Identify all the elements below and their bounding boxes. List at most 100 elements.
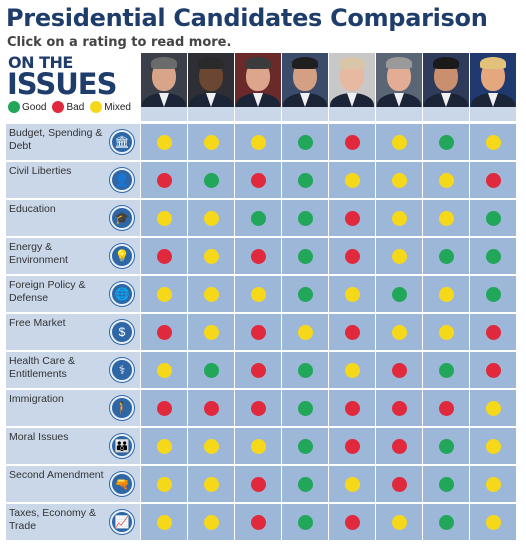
rating-bad-dot[interactable]	[344, 248, 360, 264]
rating-cell[interactable]	[235, 390, 281, 426]
rating-cell[interactable]	[141, 352, 187, 388]
rating-cell[interactable]	[282, 162, 328, 198]
rating-cell[interactable]	[423, 162, 469, 198]
rating-good-dot[interactable]	[297, 172, 313, 188]
rating-mixed-dot[interactable]	[438, 172, 454, 188]
rating-mixed-dot[interactable]	[250, 438, 266, 454]
rating-good-dot[interactable]	[297, 476, 313, 492]
rating-cell[interactable]	[376, 238, 422, 274]
rating-mixed-dot[interactable]	[156, 362, 172, 378]
rating-cell[interactable]	[470, 428, 516, 464]
rating-cell[interactable]	[376, 390, 422, 426]
rating-cell[interactable]	[470, 466, 516, 502]
rating-mixed-dot[interactable]	[391, 514, 407, 530]
rating-cell[interactable]	[141, 238, 187, 274]
rating-cell[interactable]	[188, 504, 234, 540]
rating-good-dot[interactable]	[485, 286, 501, 302]
rating-cell[interactable]	[376, 352, 422, 388]
rating-cell[interactable]	[423, 390, 469, 426]
rating-cell[interactable]	[188, 390, 234, 426]
rating-mixed-dot[interactable]	[485, 438, 501, 454]
rating-bad-dot[interactable]	[250, 362, 266, 378]
rating-mixed-dot[interactable]	[344, 362, 360, 378]
rating-cell[interactable]	[188, 466, 234, 502]
rating-cell[interactable]	[141, 200, 187, 236]
rating-bad-dot[interactable]	[344, 438, 360, 454]
rating-good-dot[interactable]	[438, 248, 454, 264]
rating-cell[interactable]	[141, 162, 187, 198]
rating-cell[interactable]	[423, 314, 469, 350]
rating-cell[interactable]	[235, 162, 281, 198]
rating-good-dot[interactable]	[297, 248, 313, 264]
rating-good-dot[interactable]	[297, 362, 313, 378]
rating-mixed-dot[interactable]	[391, 324, 407, 340]
rating-cell[interactable]	[329, 466, 375, 502]
rating-mixed-dot[interactable]	[156, 210, 172, 226]
rating-cell[interactable]	[329, 428, 375, 464]
rating-mixed-dot[interactable]	[391, 210, 407, 226]
rating-good-dot[interactable]	[438, 438, 454, 454]
rating-good-dot[interactable]	[485, 210, 501, 226]
rating-bad-dot[interactable]	[344, 400, 360, 416]
rating-cell[interactable]	[376, 200, 422, 236]
rating-good-dot[interactable]	[203, 362, 219, 378]
rating-cell[interactable]	[235, 124, 281, 160]
rating-cell[interactable]	[282, 238, 328, 274]
rating-bad-dot[interactable]	[391, 362, 407, 378]
rating-cell[interactable]	[282, 200, 328, 236]
rating-good-dot[interactable]	[203, 172, 219, 188]
rating-cell[interactable]	[376, 314, 422, 350]
rating-good-dot[interactable]	[391, 286, 407, 302]
rating-bad-dot[interactable]	[156, 248, 172, 264]
rating-cell[interactable]	[329, 390, 375, 426]
rating-mixed-dot[interactable]	[438, 210, 454, 226]
rating-bad-dot[interactable]	[391, 476, 407, 492]
rating-cell[interactable]	[188, 162, 234, 198]
rating-cell[interactable]	[141, 124, 187, 160]
rating-good-dot[interactable]	[485, 248, 501, 264]
rating-bad-dot[interactable]	[344, 134, 360, 150]
rating-cell[interactable]	[376, 162, 422, 198]
rating-mixed-dot[interactable]	[485, 400, 501, 416]
rating-cell[interactable]	[329, 162, 375, 198]
rating-bad-dot[interactable]	[485, 324, 501, 340]
rating-good-dot[interactable]	[438, 476, 454, 492]
rating-good-dot[interactable]	[438, 362, 454, 378]
rating-bad-dot[interactable]	[250, 400, 266, 416]
rating-good-dot[interactable]	[297, 438, 313, 454]
rating-cell[interactable]	[470, 276, 516, 312]
rating-cell[interactable]	[235, 428, 281, 464]
rating-good-dot[interactable]	[297, 400, 313, 416]
rating-cell[interactable]	[376, 124, 422, 160]
rating-cell[interactable]	[188, 428, 234, 464]
rating-mixed-dot[interactable]	[485, 514, 501, 530]
rating-mixed-dot[interactable]	[203, 210, 219, 226]
rating-mixed-dot[interactable]	[391, 248, 407, 264]
rating-cell[interactable]	[141, 390, 187, 426]
rating-cell[interactable]	[188, 124, 234, 160]
rating-cell[interactable]	[282, 466, 328, 502]
rating-cell[interactable]	[376, 504, 422, 540]
rating-bad-dot[interactable]	[250, 248, 266, 264]
rating-cell[interactable]	[423, 428, 469, 464]
rating-cell[interactable]	[423, 504, 469, 540]
rating-bad-dot[interactable]	[438, 400, 454, 416]
rating-cell[interactable]	[235, 276, 281, 312]
rating-mixed-dot[interactable]	[485, 134, 501, 150]
rating-bad-dot[interactable]	[344, 514, 360, 530]
rating-cell[interactable]	[376, 276, 422, 312]
rating-mixed-dot[interactable]	[250, 134, 266, 150]
rating-mixed-dot[interactable]	[203, 514, 219, 530]
rating-mixed-dot[interactable]	[156, 134, 172, 150]
rating-bad-dot[interactable]	[250, 514, 266, 530]
rating-cell[interactable]	[329, 314, 375, 350]
rating-cell[interactable]	[141, 428, 187, 464]
rating-good-dot[interactable]	[297, 514, 313, 530]
rating-cell[interactable]	[188, 200, 234, 236]
rating-cell[interactable]	[376, 466, 422, 502]
rating-cell[interactable]	[470, 314, 516, 350]
rating-mixed-dot[interactable]	[344, 286, 360, 302]
rating-cell[interactable]	[329, 352, 375, 388]
rating-bad-dot[interactable]	[391, 400, 407, 416]
rating-mixed-dot[interactable]	[391, 134, 407, 150]
